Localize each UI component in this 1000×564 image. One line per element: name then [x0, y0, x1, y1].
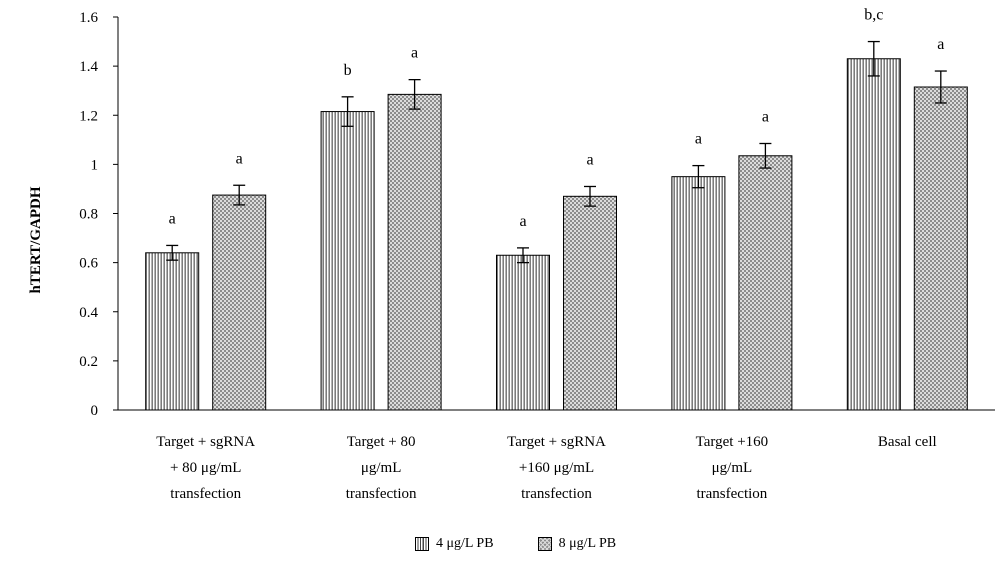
- y-tick-label: 0: [91, 403, 99, 419]
- y-tick-label: 1: [91, 157, 99, 173]
- category-label: transfection: [521, 486, 592, 502]
- legend-swatch-series-1: [415, 537, 429, 551]
- significance-label: a: [169, 210, 176, 227]
- bar-series-2: [212, 194, 267, 411]
- bar-series-2: [563, 195, 617, 411]
- legend-swatch-series-2: [537, 537, 552, 551]
- category-label: Target + sgRNA: [156, 434, 255, 450]
- category-label: Target + 80: [347, 434, 416, 450]
- y-tick-label: 1.4: [79, 59, 98, 75]
- category-label: +160 μg/mL: [519, 460, 594, 476]
- category-label: μg/mL: [712, 460, 753, 476]
- category-labels: Target + sgRNA + 80 μg/mL transfection Targ…: [156, 434, 936, 502]
- bar-series-1: [846, 58, 901, 411]
- category-label: Target + sgRNA: [507, 434, 606, 450]
- bar-series-2: [387, 93, 442, 411]
- category-label: Basal cell: [878, 434, 937, 450]
- y-tick-label: 1.2: [79, 108, 98, 124]
- significance-label: a: [586, 151, 593, 168]
- significance-label: a: [695, 131, 702, 148]
- significance-label: b: [344, 62, 352, 79]
- category-label: + 80 μg/mL: [170, 460, 242, 476]
- y-axis: 0 0.2 0.4 0.6 0.8 1 1.2 1.4 1.6: [79, 10, 995, 419]
- bars: a b a a b,c a a a a a: [145, 7, 968, 411]
- bar-series-2: [738, 155, 793, 411]
- category-label: Target +160: [696, 434, 769, 450]
- legend-label-series-2: 8 μg/L PB: [558, 536, 617, 551]
- bar-series-1: [320, 111, 375, 411]
- category-label: transfection: [346, 486, 417, 502]
- y-tick-label: 0.6: [79, 256, 98, 272]
- bar-series-1: [671, 176, 726, 411]
- y-tick-label: 1.6: [79, 10, 98, 26]
- category-label: μg/mL: [361, 460, 402, 476]
- significance-label: a: [937, 36, 944, 53]
- y-axis-label: hTERT/GAPDH: [28, 186, 44, 293]
- significance-label: a: [236, 150, 243, 167]
- category-label: transfection: [696, 486, 767, 502]
- y-tick-label: 0.2: [79, 354, 98, 370]
- legend: 4 μg/L PB 8 μg/L PB: [415, 536, 660, 552]
- significance-label: a: [762, 108, 769, 125]
- legend-item-series-2: 8 μg/L PB: [537, 536, 617, 552]
- bar-series-1: [496, 254, 550, 411]
- y-tick-label: 0.8: [79, 207, 98, 223]
- bar-series-2: [913, 86, 968, 411]
- significance-label: a: [411, 45, 418, 62]
- y-tick-label: 0.4: [79, 305, 98, 321]
- legend-item-series-1: 4 μg/L PB: [415, 536, 494, 552]
- significance-label: b,c: [864, 7, 883, 24]
- significance-label: a: [519, 213, 526, 230]
- category-label: transfection: [170, 486, 241, 502]
- bar-series-1: [145, 252, 200, 411]
- legend-label-series-1: 4 μg/L PB: [436, 536, 494, 551]
